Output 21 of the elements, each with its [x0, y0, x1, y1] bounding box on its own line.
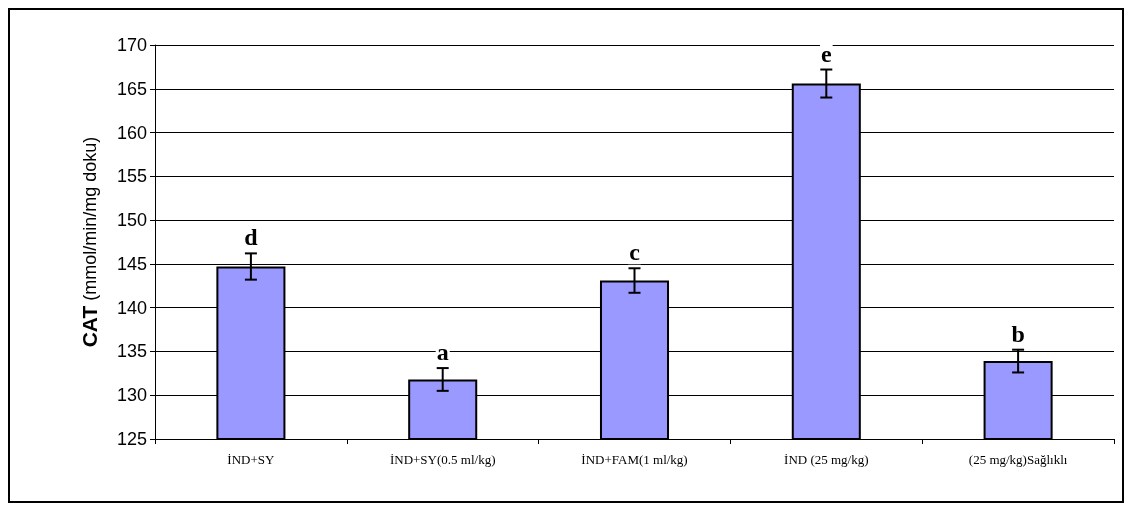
annotation: c — [629, 239, 641, 266]
x-tick-label: (25 mg/kg)Sağlıklı — [968, 452, 1068, 467]
x-tick-label: İND+SY — [227, 452, 276, 467]
y-tick-label: 135 — [116, 341, 147, 362]
x-tick-label: İND (25 mg/kg) — [784, 452, 869, 467]
y-axis-title: CAT (mmol/min/mg doku) — [78, 136, 101, 348]
y-tick-label: 130 — [116, 385, 147, 406]
x-tick-label: İND+FAM(1 ml/kg) — [581, 452, 688, 467]
y-tick-label: 165 — [116, 78, 147, 99]
y-tick-label: 160 — [116, 122, 147, 143]
annotation: b — [1011, 320, 1025, 347]
y-tick-label: 170 — [116, 35, 147, 55]
annotation: e — [820, 40, 832, 67]
y-tick-label: 125 — [116, 429, 147, 449]
annotation: a — [436, 339, 449, 366]
y-tick-label: 145 — [116, 253, 147, 274]
y-tick-label: 140 — [116, 297, 147, 318]
annotation: d — [244, 224, 259, 251]
x-tick-label: İND+SY(0.5 ml/kg) — [389, 452, 496, 467]
y-tick-label: 155 — [116, 166, 147, 187]
y-tick-label: 150 — [116, 210, 147, 231]
